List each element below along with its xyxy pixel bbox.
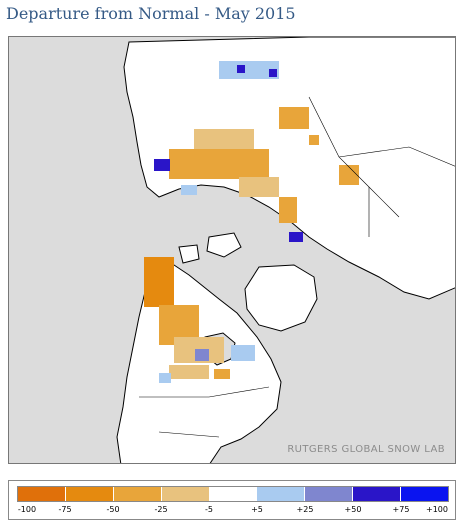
departure-cell: [169, 149, 269, 179]
departure-cell: [239, 177, 279, 197]
land-layer: [116, 37, 455, 463]
departure-cell: [194, 129, 254, 151]
departure-cell: [339, 165, 359, 185]
departure-cell: [144, 257, 174, 307]
legend-swatch: [209, 487, 258, 501]
departure-cell: [237, 65, 245, 73]
departure-cell: [154, 159, 170, 171]
snow-departure-map: RUTGERS GLOBAL SNOW LAB: [8, 36, 456, 464]
departure-cell: [214, 369, 230, 379]
departure-cell: [289, 232, 303, 242]
greenland-landmass: [244, 264, 318, 332]
legend-swatch: [353, 487, 402, 501]
legend-tick-label: +5: [251, 505, 263, 514]
boundaries: [139, 96, 455, 438]
legend-swatch: [18, 487, 66, 501]
legend-tick-label: -5: [205, 505, 213, 514]
source-credit: RUTGERS GLOBAL SNOW LAB: [287, 444, 445, 455]
legend-swatch: [401, 487, 449, 501]
departure-cell: [269, 69, 277, 77]
legend-tick-label: -50: [106, 505, 120, 514]
departure-cell: [195, 349, 209, 361]
arctic-island: [206, 232, 242, 258]
eurasia-landmass: [123, 37, 455, 300]
map-title: Departure from Normal - May 2015: [6, 4, 296, 23]
departure-cell: [309, 135, 319, 145]
color-legend: -100 -75 -50 -25 -5 +5 +25 +50 +75 +100: [8, 480, 456, 520]
legend-swatch: [305, 487, 354, 501]
legend-tick-label: -75: [58, 505, 72, 514]
legend-tick-label: +50: [344, 505, 362, 514]
legend-swatch: [113, 487, 162, 501]
legend-swatch: [65, 487, 114, 501]
legend-swatches: [17, 486, 449, 502]
legend-ticks: -100 -75 -50 -25 -5 +5 +25 +50 +75 +100: [9, 505, 455, 517]
boundary-line: [139, 386, 270, 398]
boundary-line: [308, 96, 400, 218]
north-america-landmass: [116, 264, 282, 463]
legend-tick-label: -25: [154, 505, 168, 514]
legend-swatch: [257, 487, 306, 501]
departure-cell: [219, 61, 279, 79]
legend-tick-label: +75: [392, 505, 410, 514]
departure-cell: [159, 373, 171, 383]
departure-cell: [181, 185, 197, 195]
arctic-island: [178, 244, 200, 264]
departure-cell: [279, 107, 309, 129]
legend-tick-label: +100: [426, 505, 448, 514]
boundary-line: [338, 146, 455, 167]
departure-cell: [169, 365, 209, 379]
legend-tick-label: +25: [296, 505, 314, 514]
departure-cell: [231, 345, 255, 361]
legend-tick-label: -100: [17, 505, 37, 514]
legend-swatch: [161, 487, 210, 501]
departure-cells: [144, 61, 359, 383]
departure-cell: [279, 197, 297, 223]
polar-map-svg: [116, 37, 455, 463]
boundary-line: [158, 431, 220, 438]
